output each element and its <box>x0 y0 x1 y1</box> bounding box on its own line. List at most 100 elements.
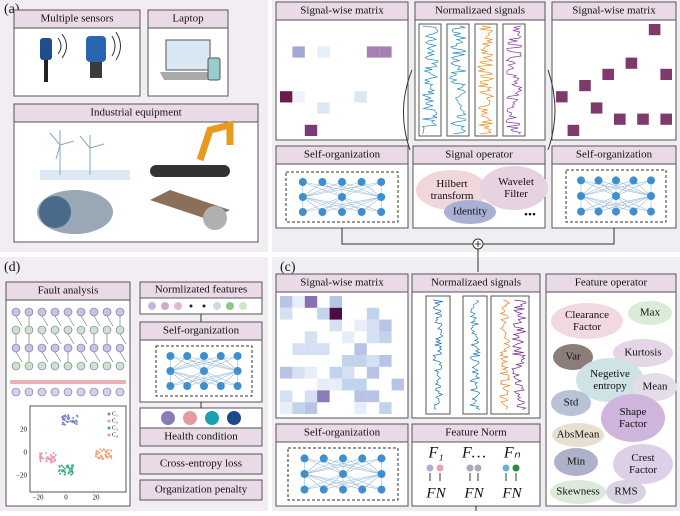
tick-label: −20 <box>16 472 27 480</box>
scatter-dot <box>59 472 62 475</box>
net-edge <box>302 181 382 198</box>
tree-node <box>76 387 86 397</box>
feature-label: Skewness <box>556 486 599 498</box>
signal-frame <box>425 295 451 415</box>
matrix-cell <box>556 91 568 103</box>
tree-node <box>115 325 125 335</box>
scatter-dot <box>51 457 54 460</box>
tree-node <box>63 343 73 353</box>
header <box>139 281 263 299</box>
tree-node <box>76 343 86 353</box>
scatter-dot <box>96 453 99 456</box>
feature-dot <box>161 302 169 310</box>
net-node <box>183 382 192 390</box>
net-edge <box>170 370 205 387</box>
net-edge <box>362 473 382 490</box>
feature-dot <box>426 464 434 472</box>
box-title: Cross-entropy loss <box>160 458 242 470</box>
feature-dot <box>512 464 520 472</box>
tree-node <box>50 343 60 353</box>
scatter-dot <box>39 456 42 459</box>
net-edge <box>203 370 238 387</box>
scatter-dot <box>100 454 103 457</box>
scatter-ticks: 20 0 −20 −20 0 20 C₁ C₂ C₃ C₄ <box>16 411 118 501</box>
scatter-dot <box>110 455 113 458</box>
net-node <box>318 208 327 216</box>
tree-node <box>102 307 112 317</box>
tree-node <box>11 325 21 335</box>
net-edge <box>170 355 238 372</box>
feature-ellipse <box>553 344 593 370</box>
tree-edge <box>54 333 62 345</box>
tree-node <box>24 343 34 353</box>
feature-label: Negetive entropy <box>590 368 630 392</box>
matrix-cell <box>329 366 342 379</box>
tree-node <box>50 361 60 371</box>
header <box>414 1 546 21</box>
box-title: Health condition <box>164 431 238 443</box>
net-node <box>577 207 585 216</box>
feature-dot <box>226 302 234 310</box>
header <box>412 145 546 165</box>
scatter-dot <box>106 456 109 459</box>
scatter-dot <box>61 469 64 472</box>
box-title: Signal-wise matrix <box>572 5 656 17</box>
header <box>5 281 131 301</box>
matrix-cell <box>660 113 672 125</box>
scatter-dot <box>72 464 75 467</box>
scatter-dot <box>95 455 98 458</box>
tree-node <box>37 361 47 371</box>
scatter-dot <box>50 461 53 464</box>
net-edge <box>304 473 344 490</box>
scatter-dot <box>98 456 101 459</box>
matrix-cell <box>292 91 305 103</box>
matrix-cell <box>354 390 367 403</box>
scatter-dot <box>39 460 42 463</box>
tree-edge <box>41 351 49 363</box>
net-edge <box>341 181 362 198</box>
scatter-dot <box>99 448 102 451</box>
net-frame <box>565 169 667 223</box>
net-frame <box>155 345 253 397</box>
feature-ellipse <box>633 373 677 401</box>
net-node <box>200 367 208 375</box>
matrix-cell <box>366 46 380 58</box>
tree-node <box>50 387 60 397</box>
feature-label: Var <box>565 351 581 363</box>
scatter-dot <box>68 416 71 419</box>
scatter-dot <box>68 467 71 470</box>
arrow <box>403 69 556 151</box>
tree-edge <box>54 315 62 327</box>
net-edge <box>580 180 634 197</box>
matrix-cell <box>329 307 342 320</box>
matrix-cell <box>660 68 672 80</box>
box-title: Laptop <box>172 13 204 25</box>
net-node <box>377 193 386 201</box>
box-title: Organization penalty <box>155 484 248 496</box>
matrix-cell <box>317 390 330 403</box>
net-edge <box>302 196 343 213</box>
tree-node <box>37 307 47 317</box>
scatter-dot <box>61 423 64 426</box>
net-node <box>166 382 175 390</box>
box-title: Industrial equipment <box>90 107 181 119</box>
tree-node <box>102 387 112 397</box>
feature-ellipse <box>601 394 665 442</box>
scatter-dot <box>71 472 74 475</box>
scatter-dot <box>71 419 74 422</box>
tree-edge <box>67 315 75 327</box>
tree-node <box>89 343 99 353</box>
net-node <box>612 176 620 185</box>
net-node <box>319 485 328 494</box>
box-title: Fault analysis <box>38 285 99 297</box>
matrix-cell <box>366 355 380 367</box>
tree-node <box>76 325 86 335</box>
matrix-cell <box>354 355 367 367</box>
net-edge <box>615 180 652 197</box>
scatter-dot <box>39 458 42 461</box>
signal-trace <box>421 25 439 135</box>
tree-node <box>76 361 86 371</box>
matrix-cell <box>354 343 367 355</box>
scatter-dot <box>47 457 50 460</box>
net-edge <box>304 458 382 475</box>
